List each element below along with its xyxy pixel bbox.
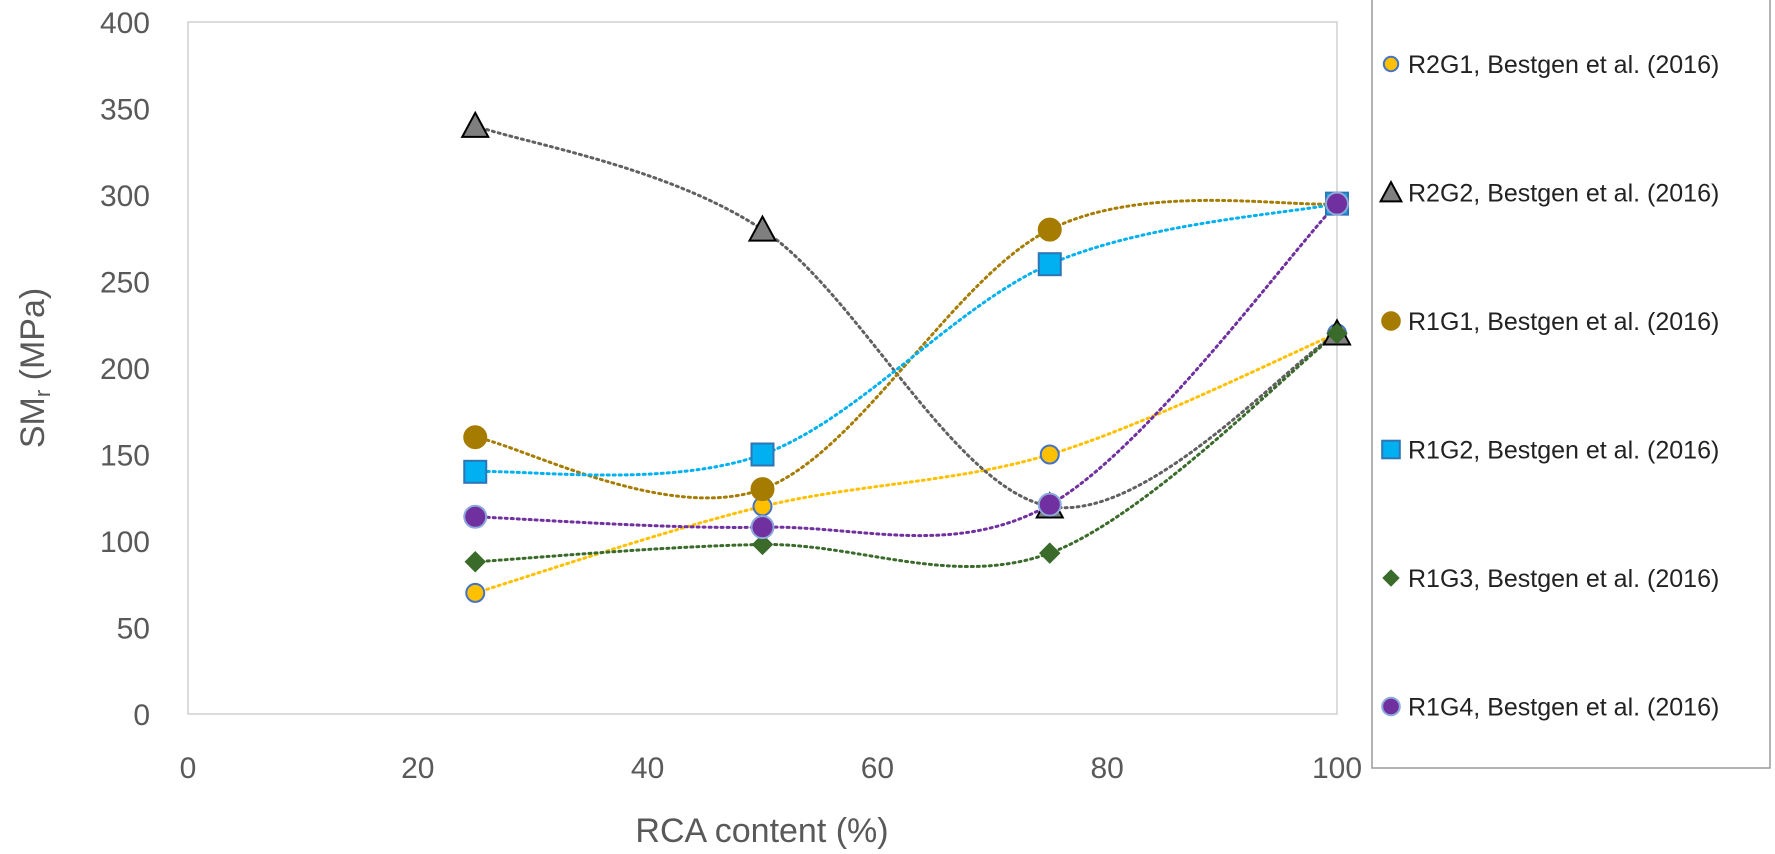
- y-tick-label: 50: [117, 613, 150, 646]
- data-point: [1039, 444, 1060, 465]
- data-point: [460, 110, 490, 138]
- legend-item: R2G2, Bestgen et al. (2016): [1378, 179, 1719, 208]
- trendline: [473, 331, 1339, 595]
- legend-item: R2G1, Bestgen et al. (2016): [1382, 51, 1719, 79]
- legend-marker: [1378, 179, 1404, 203]
- data-point: [747, 214, 778, 242]
- legend-label: R2G2, Bestgen et al. (2016): [1408, 180, 1719, 208]
- x-tick-label: 60: [861, 752, 894, 785]
- x-tick-label: 40: [631, 752, 664, 785]
- data-point: [465, 582, 486, 603]
- trendline: [473, 202, 1339, 538]
- data-point: [1325, 191, 1349, 216]
- legend: R2G1, Bestgen et al. (2016) R2G2, Bestgen…: [1378, 51, 1719, 722]
- y-axis-title-main: SM: [14, 397, 52, 448]
- legend-marker: [1382, 55, 1400, 73]
- data-markers: [460, 110, 1352, 603]
- x-tick-label: 0: [180, 752, 197, 785]
- legend-label: R1G1, Bestgen et al. (2016): [1408, 308, 1719, 336]
- y-tick-label: 250: [100, 267, 150, 300]
- legend-item: R1G4, Bestgen et al. (2016): [1381, 694, 1719, 722]
- y-axis-title-unit: (MPa): [14, 288, 52, 390]
- y-tick-label: 150: [100, 440, 150, 473]
- x-tick-label: 100: [1312, 752, 1362, 785]
- data-point: [1039, 542, 1061, 564]
- x-axis-ticks: 0 20 40 60 80 100: [180, 752, 1362, 785]
- data-point: [1037, 252, 1062, 277]
- data-point: [751, 533, 774, 556]
- data-point: [463, 425, 488, 450]
- y-axis-title-subscript: r: [30, 390, 55, 397]
- data-point: [750, 442, 775, 467]
- y-tick-label: 350: [100, 94, 150, 127]
- data-point: [1326, 322, 1348, 345]
- legend-item: R1G3, Bestgen et al. (2016): [1382, 565, 1719, 593]
- x-tick-label: 80: [1091, 752, 1124, 785]
- legend-label: R1G2, Bestgen et al. (2016): [1408, 437, 1719, 465]
- trendline: [473, 331, 1339, 569]
- data-point: [463, 459, 488, 484]
- y-tick-label: 100: [100, 526, 150, 559]
- y-tick-label: 0: [133, 699, 150, 732]
- data-point: [750, 477, 775, 502]
- legend-marker: [1382, 569, 1400, 587]
- data-point: [750, 515, 775, 540]
- trendline: [473, 198, 1339, 500]
- trendline: [473, 202, 1339, 477]
- x-tick-label: 20: [401, 752, 434, 785]
- data-point: [1037, 492, 1062, 517]
- plot-area: [187, 21, 1338, 715]
- legend-marker: [1381, 439, 1401, 460]
- x-axis-title: RCA content (%): [635, 812, 888, 850]
- data-point: [464, 551, 486, 573]
- legend-item: R1G1, Bestgen et al. (2016): [1381, 308, 1719, 336]
- y-tick-label: 400: [100, 7, 150, 40]
- legend-item: R1G2, Bestgen et al. (2016): [1381, 437, 1719, 465]
- y-axis-title: SMr (MPa): [14, 288, 55, 448]
- y-axis-ticks: 0 50 100 150 200 250 300 350 400: [100, 7, 150, 732]
- legend-label: R1G4, Bestgen et al. (2016): [1408, 694, 1719, 722]
- data-point: [463, 504, 488, 529]
- legend-box: [1371, 0, 1771, 769]
- y-tick-label: 200: [100, 353, 150, 386]
- data-point: [1037, 217, 1062, 242]
- trendlines: [473, 124, 1339, 595]
- legend-marker: [1381, 311, 1401, 331]
- y-tick-label: 300: [100, 180, 150, 213]
- trendline: [473, 124, 1339, 510]
- legend-label: R1G3, Bestgen et al. (2016): [1408, 565, 1719, 593]
- legend-label: R2G1, Bestgen et al. (2016): [1408, 51, 1719, 79]
- legend-marker: [1381, 696, 1401, 717]
